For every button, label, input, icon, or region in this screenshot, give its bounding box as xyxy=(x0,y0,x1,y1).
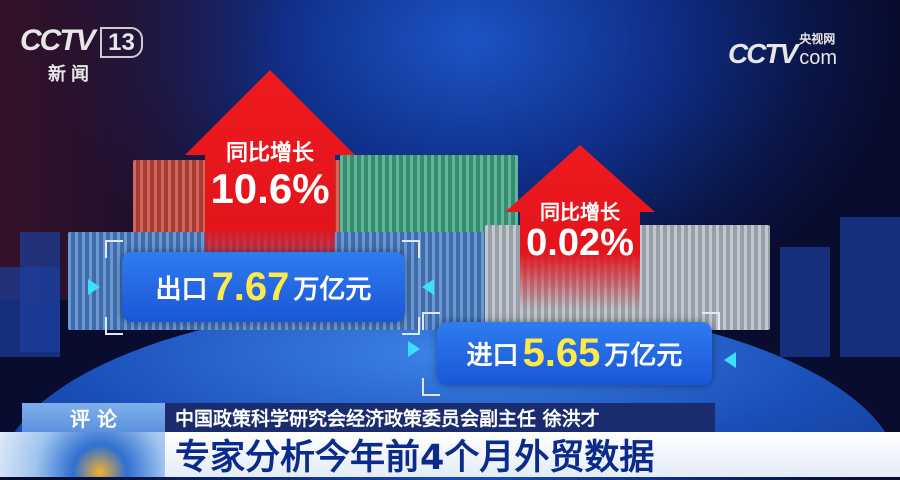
pointer-left-icon xyxy=(724,352,736,368)
cctv-com-watermark: CCTV 央视网 com xyxy=(728,30,837,70)
export-growth-label: 同比增长 xyxy=(225,141,314,166)
import-growth-label: 同比增长 xyxy=(540,200,620,224)
import-value-box: 进口 5.65 万亿元 xyxy=(437,322,712,385)
bracket xyxy=(402,317,420,335)
export-unit: 万亿元 xyxy=(293,274,372,305)
pointer-right-icon xyxy=(408,341,420,357)
bracket xyxy=(422,312,440,330)
bracket xyxy=(422,378,440,396)
watermark-brand: CCTV xyxy=(728,38,798,69)
bracket xyxy=(105,317,123,335)
export-growth-arrow xyxy=(185,70,355,295)
import-value: 5.65 xyxy=(522,331,601,375)
logo-channel-name: 新 闻 xyxy=(48,64,90,84)
skyline xyxy=(20,232,60,352)
globe-graphic xyxy=(0,432,165,477)
import-label: 进口 xyxy=(466,341,519,371)
speaker-caption: 中国政策科学研究会经济政策委员会副主任 徐洪才 xyxy=(165,403,715,432)
export-growth-value: 10.6% xyxy=(210,165,330,212)
skyline xyxy=(840,217,900,357)
export-value: 7.67 xyxy=(211,264,290,309)
bracket xyxy=(105,240,123,258)
bracket xyxy=(702,312,720,330)
pointer-right-icon xyxy=(88,279,100,295)
import-growth-value: 0.02% xyxy=(526,222,634,264)
skyline xyxy=(780,247,830,357)
headline: 专家分析今年前4个月外贸数据 xyxy=(165,432,900,478)
green-container xyxy=(340,155,518,235)
watermark-domain: com xyxy=(799,47,838,69)
export-value-box: 出口 7.67 万亿元 xyxy=(122,252,405,322)
cctv13-logo: CCTV 13 新 闻 xyxy=(20,24,143,86)
import-growth-arrow xyxy=(505,145,655,310)
import-unit: 万亿元 xyxy=(604,341,683,371)
logo-number: 13 xyxy=(100,27,143,58)
bracket xyxy=(402,240,420,258)
segment-tag: 评 论 xyxy=(22,403,165,432)
watermark-name: 央视网 xyxy=(799,32,836,46)
pointer-left-icon xyxy=(422,279,434,295)
export-label: 出口 xyxy=(155,274,208,305)
logo-brand: CCTV xyxy=(20,24,96,57)
